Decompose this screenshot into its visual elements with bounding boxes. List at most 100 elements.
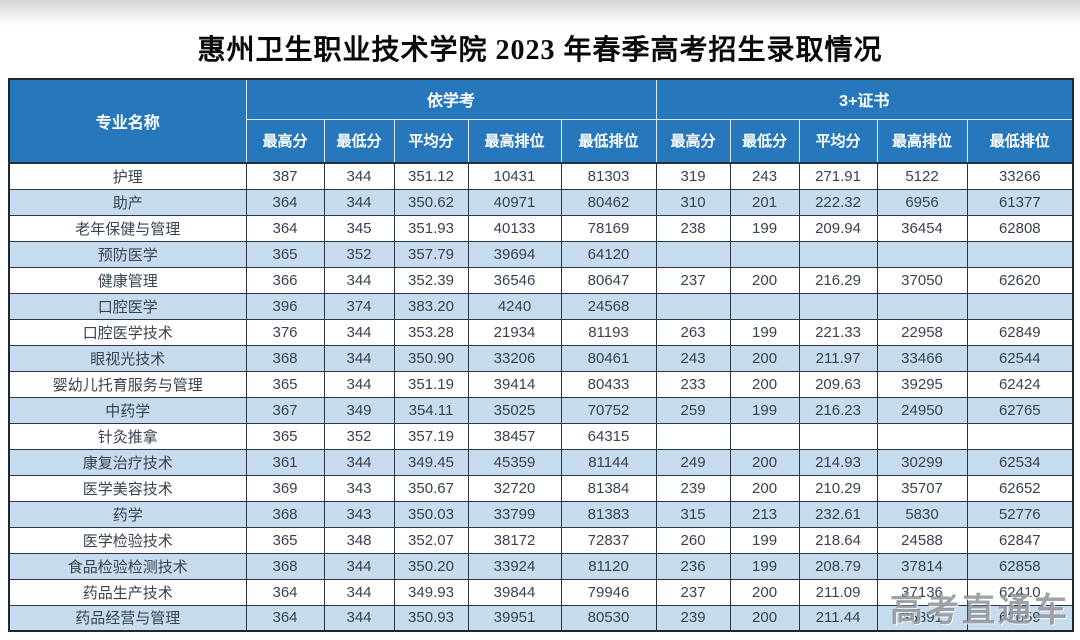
- major-name-cell: 康复治疗技术: [8, 448, 247, 476]
- value-cell: [729, 422, 800, 450]
- value-cell: 80461: [560, 344, 657, 372]
- value-cell: 233: [655, 370, 731, 398]
- value-cell: 81144: [560, 448, 657, 476]
- header-zs-max-rank: 最高排位: [876, 118, 968, 164]
- table-row: 眼视光技术 368 344 350.90 33206 80461 243 200 211.97 3…: [8, 344, 1074, 372]
- value-cell: 200: [729, 604, 800, 632]
- value-cell: 32720: [467, 474, 562, 502]
- value-cell: 6956: [876, 188, 968, 216]
- value-cell: 78169: [560, 214, 657, 242]
- value-cell: [655, 292, 731, 320]
- value-cell: 62544: [966, 344, 1074, 372]
- header-group-yixuekao: 依学考: [245, 78, 657, 120]
- value-cell: 365: [245, 526, 325, 554]
- table-row: 医学美容技术 369 343 350.67 32720 81384 239 200 210.29…: [8, 474, 1074, 502]
- value-cell: 349: [323, 396, 395, 424]
- value-cell: [966, 422, 1074, 450]
- value-cell: 80462: [560, 188, 657, 216]
- value-cell: [655, 422, 731, 450]
- header-yxk-min-score: 最低分: [323, 118, 395, 164]
- major-name-cell: 医学美容技术: [8, 474, 247, 502]
- value-cell: 61377: [966, 188, 1074, 216]
- value-cell: [729, 240, 800, 268]
- value-cell: 396: [245, 292, 325, 320]
- value-cell: 352: [323, 422, 395, 450]
- value-cell: 365: [245, 370, 325, 398]
- value-cell: 344: [323, 318, 395, 346]
- value-cell: 35707: [876, 474, 968, 502]
- table-row: 助产 364 344 350.62 40971 80462 310 201 222.32 6956…: [8, 188, 1074, 216]
- value-cell: 365: [245, 240, 325, 268]
- value-cell: 62659: [966, 604, 1074, 632]
- value-cell: 81120: [560, 552, 657, 580]
- value-cell: 344: [323, 578, 395, 606]
- value-cell: 354.11: [393, 396, 469, 424]
- value-cell: 344: [323, 188, 395, 216]
- value-cell: 33466: [876, 344, 968, 372]
- value-cell: 35891: [876, 604, 968, 632]
- value-cell: 344: [323, 370, 395, 398]
- table-row: 食品检验检测技术 368 344 350.20 33924 81120 236 199 208.…: [8, 552, 1074, 580]
- value-cell: 199: [729, 552, 800, 580]
- value-cell: [798, 292, 878, 320]
- value-cell: 364: [245, 214, 325, 242]
- value-cell: 79946: [560, 578, 657, 606]
- value-cell: 387: [245, 162, 325, 190]
- table-row: 药品经营与管理 364 344 350.93 39951 80530 239 200 211.4…: [8, 604, 1074, 632]
- major-name-cell: 护理: [8, 162, 247, 190]
- value-cell: 39844: [467, 578, 562, 606]
- value-cell: 40971: [467, 188, 562, 216]
- top-gradient: [0, 0, 1080, 26]
- value-cell: 62858: [966, 552, 1074, 580]
- value-cell: 260: [655, 526, 731, 554]
- table-row: 护理 387 344 351.12 10431 81303 319 243 271.91 5122…: [8, 162, 1074, 190]
- value-cell: 38457: [467, 422, 562, 450]
- value-cell: 348: [323, 526, 395, 554]
- value-cell: 237: [655, 266, 731, 294]
- table-row: 针灸推拿 365 352 357.19 38457 64315: [8, 422, 1074, 450]
- value-cell: 239: [655, 604, 731, 632]
- value-cell: 344: [323, 162, 395, 190]
- value-cell: 344: [323, 344, 395, 372]
- header-major-name: 专业名称: [8, 78, 247, 164]
- value-cell: 33266: [966, 162, 1074, 190]
- major-name-cell: 药学: [8, 500, 247, 528]
- value-cell: 352.07: [393, 526, 469, 554]
- value-cell: 350.62: [393, 188, 469, 216]
- major-name-cell: 老年保健与管理: [8, 214, 247, 242]
- value-cell: 351.12: [393, 162, 469, 190]
- value-cell: 200: [729, 474, 800, 502]
- value-cell: 80433: [560, 370, 657, 398]
- major-name-cell: 眼视光技术: [8, 344, 247, 372]
- value-cell: 64120: [560, 240, 657, 268]
- value-cell: 350.03: [393, 500, 469, 528]
- value-cell: 319: [655, 162, 731, 190]
- value-cell: 200: [729, 448, 800, 476]
- value-cell: 344: [323, 604, 395, 632]
- value-cell: 214.93: [798, 448, 878, 476]
- value-cell: 310: [655, 188, 731, 216]
- value-cell: 350.67: [393, 474, 469, 502]
- value-cell: 62534: [966, 448, 1074, 476]
- value-cell: 368: [245, 500, 325, 528]
- value-cell: 199: [729, 526, 800, 554]
- value-cell: 201: [729, 188, 800, 216]
- value-cell: 366: [245, 266, 325, 294]
- value-cell: 243: [655, 344, 731, 372]
- value-cell: 350.93: [393, 604, 469, 632]
- value-cell: 210.29: [798, 474, 878, 502]
- value-cell: 209.94: [798, 214, 878, 242]
- value-cell: 22958: [876, 318, 968, 346]
- value-cell: 62410: [966, 578, 1074, 606]
- table-row: 中药学 367 349 354.11 35025 70752 259 199 216.23 249…: [8, 396, 1074, 424]
- table-row: 医学检验技术 365 348 352.07 38172 72837 260 199 218.64…: [8, 526, 1074, 554]
- value-cell: 4240: [467, 292, 562, 320]
- value-cell: 40133: [467, 214, 562, 242]
- value-cell: 350.20: [393, 552, 469, 580]
- value-cell: 30299: [876, 448, 968, 476]
- value-cell: 24568: [560, 292, 657, 320]
- value-cell: 216.23: [798, 396, 878, 424]
- value-cell: 36546: [467, 266, 562, 294]
- table-body: 护理 387 344 351.12 10431 81303 319 243 271.91 5122…: [8, 162, 1074, 632]
- value-cell: 365: [245, 422, 325, 450]
